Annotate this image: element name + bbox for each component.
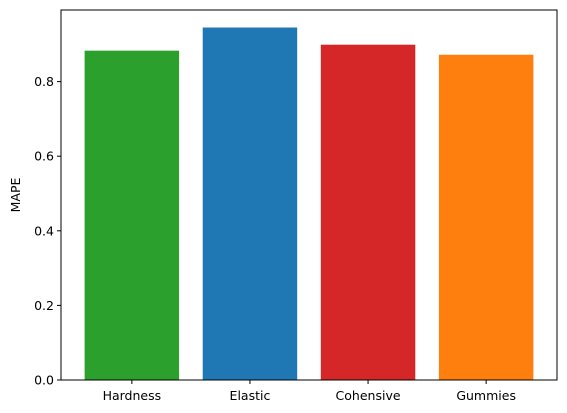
x-tick-label-elastic: Elastic [230,388,271,403]
bar-cohensive [320,44,416,380]
y-tick-label: 0.8 [34,74,54,89]
bar-elastic [202,27,298,380]
plot-frame [60,9,558,381]
bar-gummies [438,54,534,381]
x-tick-label-hardness: Hardness [103,388,162,403]
y-axis: 0.0 0.2 0.4 0.6 0.8 [34,74,61,388]
y-tick-label: 0.4 [34,223,54,238]
bars-group [84,27,534,381]
x-tick-label-gummies: Gummies [456,388,516,403]
x-tick-label-cohensive: Cohensive [336,388,401,403]
y-tick-label: 0.0 [34,373,54,388]
y-axis-label: MAPE [8,178,23,213]
y-tick-label: 0.2 [34,298,54,313]
bar-hardness [84,50,180,380]
x-axis: Hardness Elastic Cohensive Gummies [103,380,516,403]
y-tick-label: 0.6 [34,149,54,164]
